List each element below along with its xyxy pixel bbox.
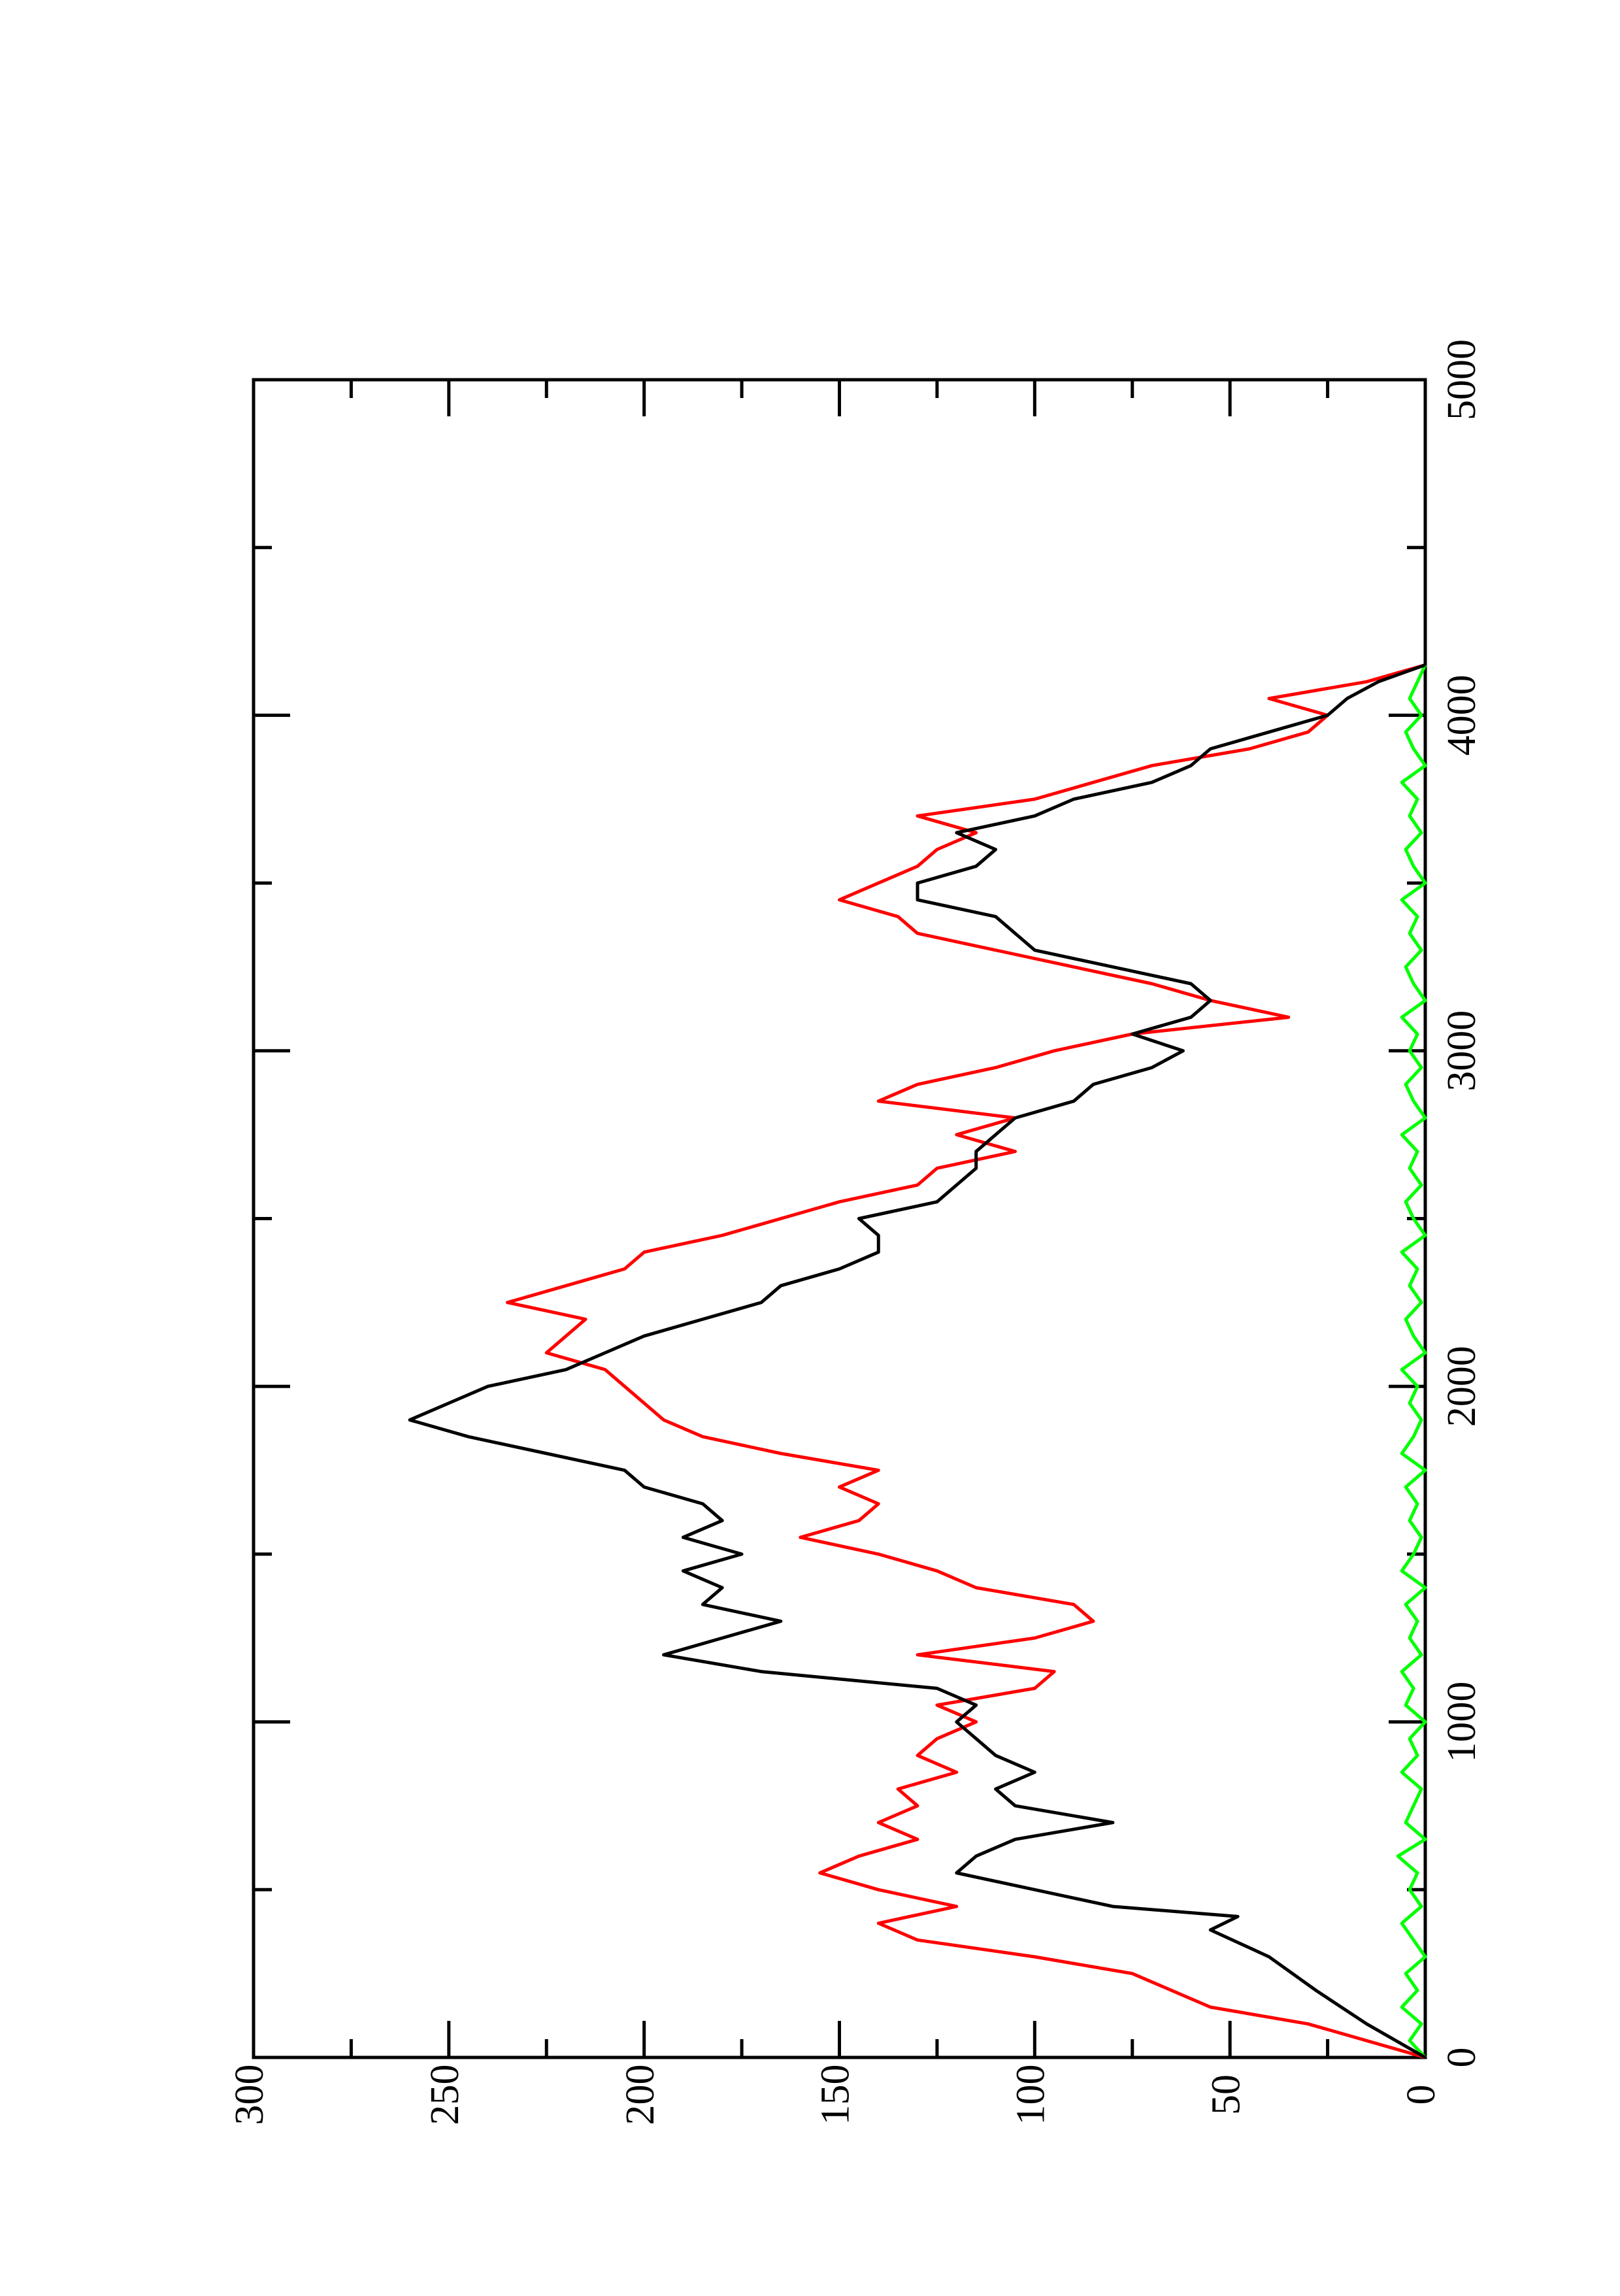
y-tick-label: 100	[1009, 2065, 1053, 2125]
y-tick-label: 50	[1204, 2074, 1248, 2115]
x-tick-label: 1000	[1440, 1682, 1484, 1763]
x-tick-label: 2000	[1440, 1346, 1484, 1427]
x-tick-label: 3000	[1440, 1010, 1484, 1091]
data-line	[408, 663, 1427, 2059]
y-tick-label: 0	[1399, 2085, 1444, 2105]
y-tick-label: 150	[814, 2065, 858, 2125]
data-line	[1396, 664, 1427, 2059]
plot-frame	[252, 378, 1427, 2059]
y-tick-label: 200	[618, 2065, 663, 2125]
x-tick-label: 5000	[1440, 339, 1484, 420]
y-tick-label: 250	[423, 2065, 467, 2125]
x-tick-label: 0	[1440, 2048, 1484, 2068]
y-tick-label: 300	[227, 2065, 272, 2125]
x-tick-label: 4000	[1440, 674, 1484, 756]
data-line	[505, 663, 1426, 2059]
